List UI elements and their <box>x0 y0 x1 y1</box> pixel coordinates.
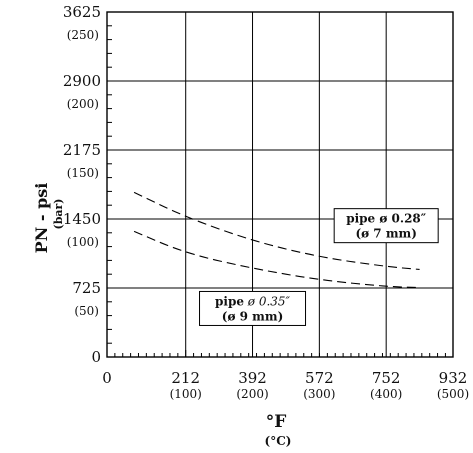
minor-ticks <box>107 25 446 357</box>
x-tick-sublabel-1: (100) <box>170 387 202 401</box>
y-tick-sublabel-5: (250) <box>67 28 99 42</box>
y-tick-sublabel-3: (150) <box>67 166 99 180</box>
y-axis-title: PN - psi <box>32 183 51 254</box>
grid-lines <box>107 12 453 357</box>
y-tick-sublabel-1: (50) <box>74 304 99 318</box>
x-axis-title: °F <box>266 412 287 432</box>
x-tick-label-0: 0 <box>102 369 112 387</box>
series-line-1 <box>133 191 420 270</box>
annotation-box-2 <box>199 290 307 326</box>
x-tick-sublabel-3: (300) <box>303 387 335 401</box>
annotations: pipe ø 0.28″(ø 7 mm) pipe ø 0.35″(ø 9 mm) <box>199 208 439 326</box>
annotation-subtitle-2: (ø 9 mm) <box>222 309 283 323</box>
x-tick-sublabel-4: (400) <box>370 387 402 401</box>
y-tick-label-4: 2900 <box>63 72 101 90</box>
series-line-2 <box>133 230 420 289</box>
annotation-title-1: pipe ø 0.28″ <box>346 212 427 226</box>
y-tick-label-3: 2175 <box>63 141 101 159</box>
x-tick-sublabel-5: (500) <box>437 387 469 401</box>
y-axis-subtitle: (bar) <box>52 198 65 229</box>
y-tick-label-5: 3625 <box>63 3 101 21</box>
x-tick-labels: 0 212(100) 392(200) 572(300) 752(400) 932(500… <box>102 369 469 401</box>
x-tick-sublabel-2: (200) <box>236 387 268 401</box>
x-tick-label-4: 752 <box>372 369 401 387</box>
annotation-title-2: pipe ø 0.35″ <box>215 294 291 308</box>
annotation-box-1 <box>333 208 439 244</box>
x-tick-label-2: 392 <box>238 369 267 387</box>
y-tick-labels: 0 725 (50) 1450 (100) 2175 (150) 2900 (200) 3625 (… <box>63 3 101 366</box>
series-lines <box>133 191 420 289</box>
y-tick-label-1: 725 <box>72 279 101 297</box>
x-axis-subtitle: (°C) <box>265 434 292 448</box>
y-tick-sublabel-4: (200) <box>67 97 99 111</box>
y-tick-label-0: 0 <box>91 348 101 366</box>
x-tick-label-5: 932 <box>439 369 468 387</box>
annotation-subtitle-1: (ø 7 mm) <box>355 227 416 241</box>
x-tick-label-1: 212 <box>171 369 200 387</box>
x-tick-label-3: 572 <box>305 369 334 387</box>
y-tick-label-2: 1450 <box>63 210 101 228</box>
y-tick-sublabel-2: (100) <box>67 235 99 249</box>
